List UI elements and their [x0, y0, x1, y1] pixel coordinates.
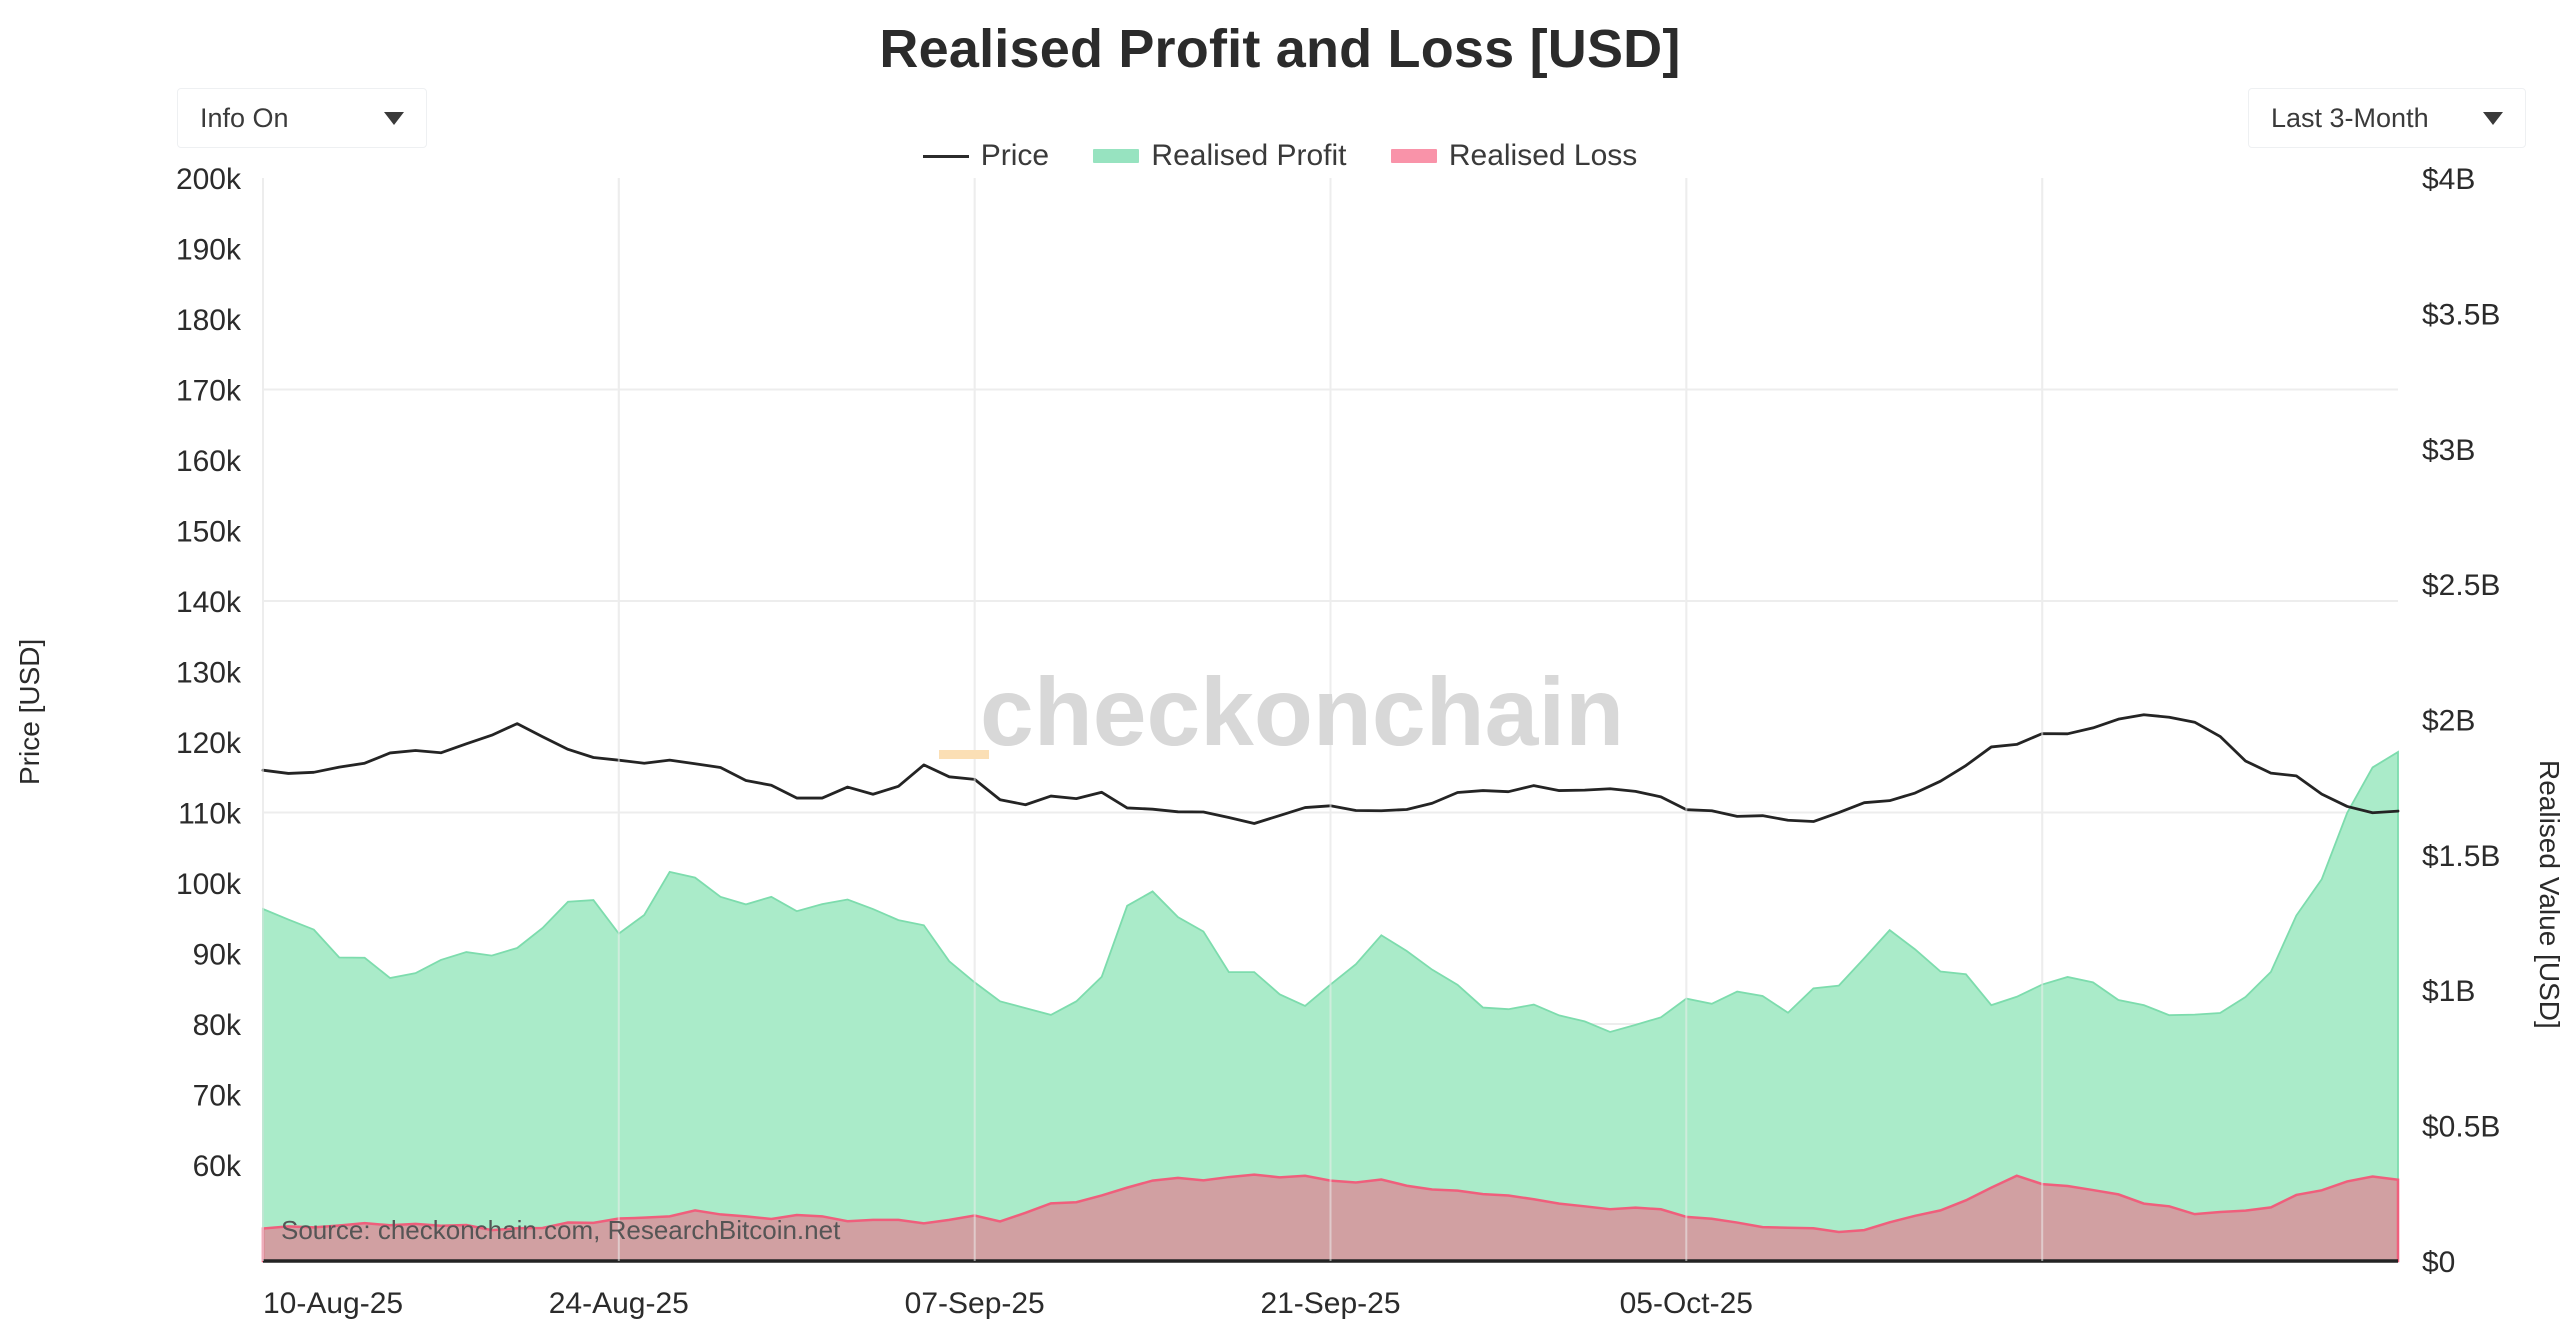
svg-text:07-Sep-25: 07-Sep-25	[905, 1287, 1045, 1320]
svg-text:$2.5B: $2.5B	[2422, 569, 2500, 602]
svg-text:90k: 90k	[193, 939, 242, 972]
svg-text:checkonchain: checkonchain	[980, 659, 1624, 766]
svg-text:120k: 120k	[176, 727, 242, 760]
svg-text:$1B: $1B	[2422, 975, 2475, 1008]
svg-text:100k: 100k	[176, 868, 242, 901]
svg-text:$0.5B: $0.5B	[2422, 1111, 2500, 1144]
svg-text:$2B: $2B	[2422, 705, 2475, 738]
svg-text:10-Aug-25: 10-Aug-25	[263, 1287, 403, 1320]
svg-text:$1.5B: $1.5B	[2422, 840, 2500, 873]
svg-text:24-Aug-25: 24-Aug-25	[549, 1287, 689, 1320]
svg-text:$0: $0	[2422, 1246, 2455, 1279]
svg-text:05-Oct-25: 05-Oct-25	[1620, 1287, 1753, 1320]
svg-text:80k: 80k	[193, 1009, 242, 1042]
svg-text:21-Sep-25: 21-Sep-25	[1260, 1287, 1400, 1320]
svg-text:170k: 170k	[176, 375, 242, 408]
svg-text:160k: 160k	[176, 445, 242, 478]
svg-text:Source: checkonchain.com, Rese: Source: checkonchain.com, ResearchBitcoi…	[281, 1215, 841, 1245]
svg-text:$3B: $3B	[2422, 434, 2475, 467]
svg-text:130k: 130k	[176, 657, 242, 690]
svg-text:70k: 70k	[193, 1080, 242, 1113]
svg-text:180k: 180k	[176, 304, 242, 337]
svg-text:60k: 60k	[193, 1150, 242, 1183]
svg-text:110k: 110k	[178, 798, 242, 831]
svg-text:140k: 140k	[176, 586, 242, 619]
svg-text:150k: 150k	[176, 516, 242, 549]
svg-text:190k: 190k	[176, 234, 242, 267]
svg-text:$3.5B: $3.5B	[2422, 298, 2500, 331]
